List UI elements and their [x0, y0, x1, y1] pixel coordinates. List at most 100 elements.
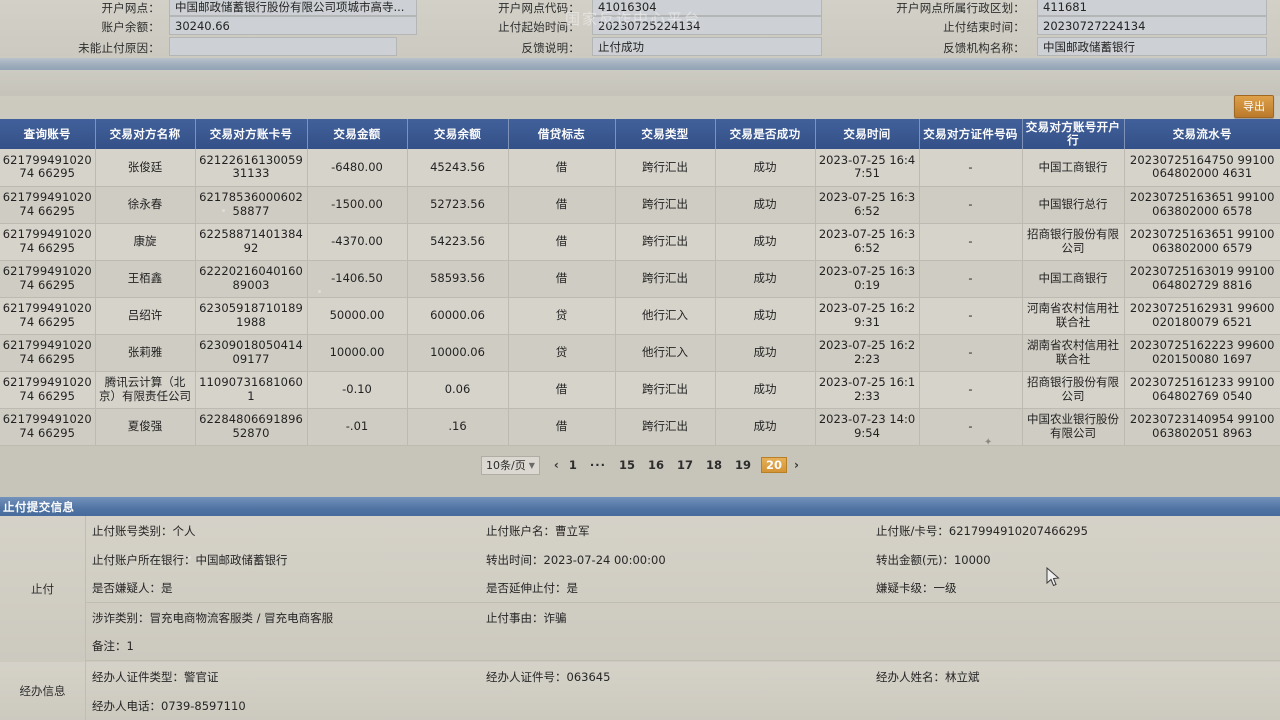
- export-button[interactable]: 导出: [1234, 95, 1274, 118]
- cell-debit-credit-flag: 借: [508, 260, 616, 298]
- cell-counterparty-bank: 中国工商银行: [1022, 260, 1125, 298]
- col-counterparty-bank[interactable]: 交易对方账号开户行: [1022, 119, 1125, 149]
- table-row[interactable]: 62179949102074 66295 腾讯云计算（北京）有限责任公司 11090…: [0, 371, 1280, 409]
- cell-transaction-type: 他行汇入: [615, 297, 716, 335]
- cell-counterparty-name: 张莉雅: [95, 334, 196, 372]
- col-serial-number[interactable]: 交易流水号: [1124, 119, 1280, 149]
- table-row[interactable]: 62179949102074 66295 徐永春 62178536000602 58…: [0, 186, 1280, 224]
- page-button-current[interactable]: 20: [761, 457, 788, 473]
- info-field: 止付账号类别：个人: [92, 523, 196, 538]
- info-field: 止付账户所在银行：中国邮政储蓄银行: [92, 552, 288, 567]
- col-amount[interactable]: 交易金额: [307, 119, 408, 149]
- field-label-feedback-note: 反馈说明：: [521, 41, 580, 55]
- table-row[interactable]: 62179949102074 66295 王栢鑫 62220216040160 89…: [0, 260, 1280, 298]
- cell-query-account: 62179949102074 66295: [0, 334, 96, 372]
- cell-transaction-type: 跨行汇出: [615, 149, 716, 187]
- cell-serial-number: 20230725163651 99100063802000 6578: [1124, 186, 1280, 224]
- cell-success-flag: 成功: [715, 334, 816, 372]
- field-value-feedback-org: 中国邮政储蓄银行: [1037, 37, 1267, 56]
- cell-query-account: 62179949102074 66295: [0, 260, 96, 298]
- cell-transaction-type: 跨行汇出: [615, 223, 716, 261]
- cell-counterparty-bank: 中国银行总行: [1022, 186, 1125, 224]
- table-row[interactable]: 62179949102074 66295 康旋 62258871401384 92-…: [0, 223, 1280, 261]
- cell-debit-credit-flag: 借: [508, 186, 616, 224]
- info-row: 是否嫌疑人：是 是否延伸止付：是 嫌疑卡级：一级: [86, 574, 1280, 603]
- cell-success-flag: 成功: [715, 260, 816, 298]
- table-row[interactable]: 62179949102074 66295 夏俊强 62284806691896 52…: [0, 408, 1280, 446]
- cell-success-flag: 成功: [715, 371, 816, 409]
- table-row[interactable]: 62179949102074 66295 张莉雅 62309018050414 09…: [0, 334, 1280, 372]
- cell-counterparty-card: 62258871401384 92: [195, 223, 308, 261]
- cell-counterparty-id: -: [919, 260, 1023, 298]
- info-field: 止付事由：诈骗: [486, 610, 567, 625]
- cell-counterparty-card: 11090731681060 1: [195, 371, 308, 409]
- field-value-open-branch: 中国邮政储蓄银行股份有限公司项城市高寺...: [169, 0, 417, 16]
- cell-debit-credit-flag: 贷: [508, 297, 616, 335]
- page-button-17[interactable]: 17: [676, 458, 693, 472]
- cell-serial-number: 20230725164750 99100064802000 4631: [1124, 149, 1280, 187]
- page-button-16[interactable]: 16: [647, 458, 664, 472]
- col-counterparty-name[interactable]: 交易对方名称: [95, 119, 196, 149]
- cell-counterparty-bank: 中国农业银行股份有限公司: [1022, 408, 1125, 446]
- speck-artifact: ✦: [984, 437, 993, 448]
- cell-balance: 58593.56: [407, 260, 509, 298]
- cell-serial-number: 20230725161233 99100064802769 0540: [1124, 371, 1280, 409]
- page-button-19[interactable]: 19: [735, 458, 752, 472]
- col-counterparty-card[interactable]: 交易对方账卡号: [195, 119, 308, 149]
- cell-serial-number: 20230725162223 99600020150080 1697: [1124, 334, 1280, 372]
- page-button-18[interactable]: 18: [705, 458, 722, 472]
- cell-counterparty-card: 62305918710189 1988: [195, 297, 308, 335]
- table-header-row: 查询账号 交易对方名称 交易对方账卡号 交易金额 交易余额 借贷标志 交易类型 …: [0, 119, 1280, 149]
- cell-counterparty-name: 吕绍许: [95, 297, 196, 335]
- cell-counterparty-id: -: [919, 408, 1023, 446]
- page-button-first[interactable]: 1: [568, 458, 577, 472]
- col-transaction-type[interactable]: 交易类型: [615, 119, 716, 149]
- page-size-label: 10条/页: [486, 459, 526, 472]
- table-row[interactable]: 62179949102074 66295 吕绍许 62305918710189 19…: [0, 297, 1280, 335]
- cell-counterparty-name: 张俊廷: [95, 149, 196, 187]
- info-row: 止付账户所在银行：中国邮政储蓄银行 转出时间：2023-07-24 00:00:0…: [86, 545, 1280, 574]
- section-divider-top: [0, 58, 1280, 70]
- info-field: 经办人电话：0739-8597110: [92, 698, 246, 713]
- agent-side-label: 经办信息: [0, 662, 86, 720]
- cell-query-account: 62179949102074 66295: [0, 149, 96, 187]
- col-debit-credit-flag[interactable]: 借贷标志: [508, 119, 616, 149]
- cell-counterparty-name: 康旋: [95, 223, 196, 261]
- col-transaction-time[interactable]: 交易时间: [815, 119, 920, 149]
- cell-balance: 54223.56: [407, 223, 509, 261]
- field-label-fail-reason: 未能止付原因：: [78, 41, 160, 55]
- pagination-bar: 10条/页 ▼ ‹ 1 ··· 15 16 17 18 19 20 ›: [0, 447, 1280, 483]
- info-field: 转出时间：2023-07-24 00:00:00: [486, 552, 666, 567]
- cell-counterparty-id: -: [919, 334, 1023, 372]
- cell-counterparty-card: 62220216040160 89003: [195, 260, 308, 298]
- col-success-flag[interactable]: 交易是否成功: [715, 119, 816, 149]
- cell-counterparty-card: 62122616130059 31133: [195, 149, 308, 187]
- cell-amount: -6480.00: [307, 149, 408, 187]
- info-field: 经办人证件号：063645: [486, 669, 611, 684]
- cell-balance: 52723.56: [407, 186, 509, 224]
- cell-success-flag: 成功: [715, 408, 816, 446]
- cell-serial-number: 20230723140954 99100063802051 8963: [1124, 408, 1280, 446]
- cell-serial-number: 20230725163651 99100063802000 6579: [1124, 223, 1280, 261]
- col-query-account[interactable]: 查询账号: [0, 119, 96, 149]
- field-value-branch-district: 411681: [1037, 0, 1267, 16]
- submit-info-panel: 止付 止付账号类别：个人 止付账户名：曹立军 止付账/卡号：621799491020…: [0, 516, 1280, 662]
- submit-section-header: 止付提交信息: [0, 497, 1280, 516]
- field-value-stop-end-time: 20230727224134: [1037, 16, 1267, 35]
- field-value-branch-code: 41016304: [592, 0, 822, 16]
- next-page-button[interactable]: ›: [794, 458, 799, 472]
- cell-transaction-time: 2023-07-25 16:47:51: [815, 149, 920, 187]
- cell-transaction-time: 2023-07-23 14:09:54: [815, 408, 920, 446]
- col-counterparty-id[interactable]: 交易对方证件号码: [919, 119, 1023, 149]
- transaction-table-body: 62179949102074 66295 张俊廷 62122616130059 31…: [0, 149, 1280, 446]
- cell-balance: .16: [407, 408, 509, 446]
- col-balance[interactable]: 交易余额: [407, 119, 509, 149]
- cell-counterparty-name: 夏俊强: [95, 408, 196, 446]
- dust-speck: [222, 209, 225, 212]
- page-button-15[interactable]: 15: [618, 458, 635, 472]
- page-size-select[interactable]: 10条/页 ▼: [481, 455, 540, 475]
- table-row[interactable]: 62179949102074 66295 张俊廷 62122616130059 31…: [0, 149, 1280, 187]
- transaction-table-container: 查询账号 交易对方名称 交易对方账卡号 交易金额 交易余额 借贷标志 交易类型 …: [0, 119, 1280, 446]
- prev-page-button[interactable]: ‹: [553, 458, 559, 472]
- field-label-open-branch: 开户网点：: [101, 1, 160, 15]
